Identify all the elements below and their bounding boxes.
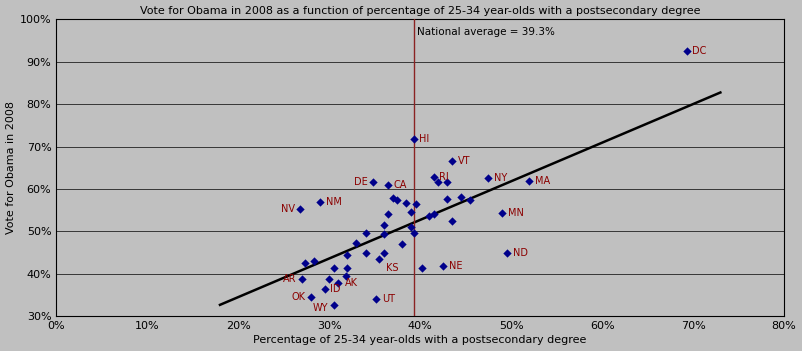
Text: DC: DC xyxy=(692,46,707,55)
Point xyxy=(373,256,386,261)
Point xyxy=(359,250,372,256)
Point xyxy=(391,198,404,203)
Point xyxy=(441,179,454,185)
Point xyxy=(455,194,468,199)
Point xyxy=(441,196,454,201)
Point xyxy=(327,302,340,308)
Point xyxy=(423,213,435,219)
Point xyxy=(318,286,331,292)
Point xyxy=(400,200,413,206)
Text: DE: DE xyxy=(354,177,367,187)
Point xyxy=(382,212,395,217)
Point xyxy=(405,210,418,215)
Point xyxy=(294,206,306,211)
Point xyxy=(432,179,445,185)
Title: Vote for Obama in 2008 as a function of percentage of 25-34 year-olds with a pos: Vote for Obama in 2008 as a function of … xyxy=(140,6,700,15)
Text: WY: WY xyxy=(313,303,328,313)
Text: NV: NV xyxy=(281,204,294,213)
Text: National average = 39.3%: National average = 39.3% xyxy=(417,27,555,37)
Point xyxy=(341,252,354,258)
Point xyxy=(307,258,320,264)
Point xyxy=(387,196,399,201)
Text: UT: UT xyxy=(382,293,395,304)
Point xyxy=(405,224,418,230)
Point xyxy=(446,218,459,224)
Point xyxy=(359,230,372,236)
Point xyxy=(377,250,390,256)
Point xyxy=(305,294,318,300)
Point xyxy=(436,264,449,269)
Point xyxy=(298,260,311,266)
Point xyxy=(407,230,420,236)
Text: KS: KS xyxy=(386,263,399,273)
Point xyxy=(382,182,395,187)
Point xyxy=(295,277,308,282)
Point xyxy=(367,179,379,185)
Point xyxy=(327,266,340,271)
Point xyxy=(680,48,693,53)
Point xyxy=(322,276,335,282)
Point xyxy=(407,136,420,142)
Point xyxy=(370,296,383,302)
Text: AR: AR xyxy=(283,274,297,284)
Point xyxy=(496,210,508,216)
X-axis label: Percentage of 25-34 year-olds with a postsecondary degree: Percentage of 25-34 year-olds with a pos… xyxy=(253,336,587,345)
Text: NY: NY xyxy=(494,173,507,183)
Text: RI: RI xyxy=(439,172,449,182)
Text: MA: MA xyxy=(535,176,550,186)
Point xyxy=(377,232,390,237)
Point xyxy=(350,240,363,246)
Text: AK: AK xyxy=(345,278,358,288)
Point xyxy=(464,198,476,203)
Point xyxy=(523,178,536,183)
Point xyxy=(377,222,390,228)
Point xyxy=(415,265,428,270)
Point xyxy=(339,273,352,279)
Point xyxy=(500,250,513,256)
Text: MN: MN xyxy=(508,208,525,218)
Text: NM: NM xyxy=(326,197,342,207)
Point xyxy=(332,280,345,286)
Text: ND: ND xyxy=(513,248,528,258)
Point xyxy=(427,212,440,217)
Text: HI: HI xyxy=(419,134,430,144)
Text: NE: NE xyxy=(449,261,463,271)
Point xyxy=(482,175,495,181)
Point xyxy=(341,265,354,270)
Point xyxy=(395,241,408,247)
Text: OK: OK xyxy=(291,292,306,302)
Y-axis label: Vote for Obama in 2008: Vote for Obama in 2008 xyxy=(6,101,15,234)
Text: ID: ID xyxy=(330,284,341,294)
Point xyxy=(409,201,422,207)
Point xyxy=(446,158,459,163)
Text: CA: CA xyxy=(394,180,407,190)
Text: VT: VT xyxy=(457,155,470,166)
Point xyxy=(314,199,326,205)
Point xyxy=(427,174,440,180)
